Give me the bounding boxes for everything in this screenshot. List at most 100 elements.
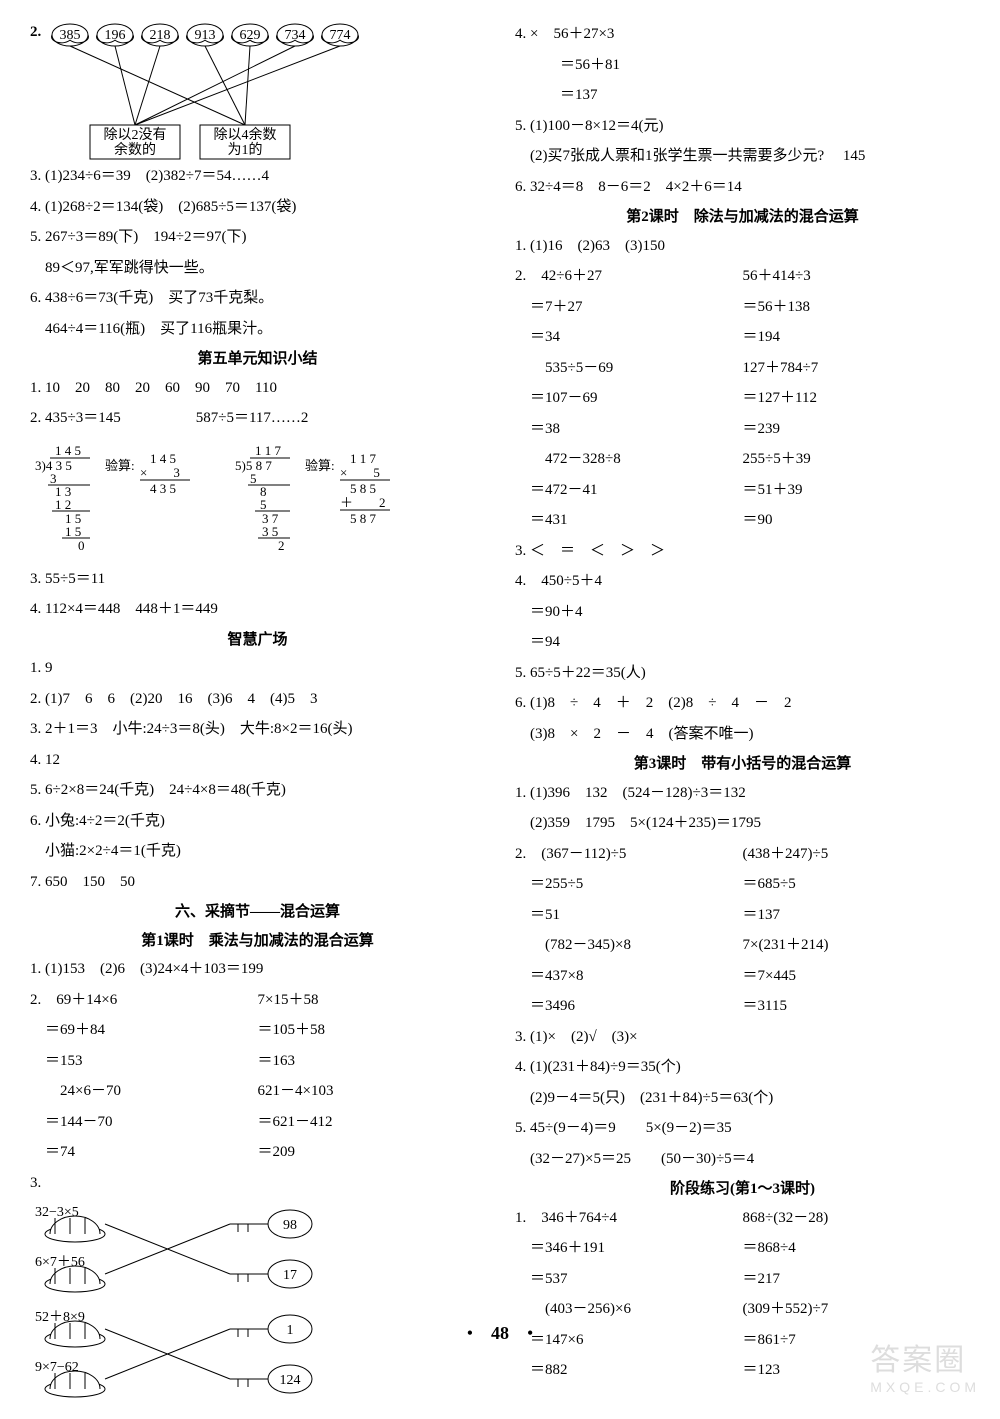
svg-text:1 1 7: 1 1 7	[255, 443, 282, 458]
q6a: 6. 438÷6＝73(千克) 买了73千克梨。	[30, 284, 485, 313]
z2: 2. (1)7 6 6 (2)20 16 (3)6 4 (4)5 3	[30, 685, 485, 714]
k1b: (2)359 1795 5×(124＋235)＝1795	[515, 809, 970, 838]
z6a: 6. 小兔:4÷2＝2(千克)	[30, 807, 485, 836]
m1: 1. (1)153 (2)6 (3)24×4＋103＝199	[30, 955, 485, 984]
calc-line: ＝194	[743, 323, 971, 352]
s1-2: 2. 435÷3＝145 587÷5＝117……2	[30, 404, 485, 433]
d4b: ＝90＋4	[515, 598, 970, 627]
svg-text:385: 385	[60, 28, 81, 43]
calc-line: ＝34	[515, 323, 743, 352]
s1-1: 1. 10 20 80 20 60 90 70 110	[30, 374, 485, 403]
calc-line: ＝69＋84	[30, 1016, 258, 1045]
q4: 4. (1)268÷2＝134(袋) (2)685÷5＝137(袋)	[30, 193, 485, 222]
calc-line: ＝105＋58	[258, 1016, 486, 1045]
calc-line: ＝239	[743, 415, 971, 444]
svg-text:913: 913	[195, 28, 216, 43]
svg-text:5 8 5: 5 8 5	[350, 481, 376, 496]
title-1: 第五单元知识小结	[30, 345, 485, 374]
d6b: (3)8 × 2 － 4 (答案不唯一)	[515, 720, 970, 749]
svg-text:5: 5	[250, 471, 257, 486]
k5b: (32－27)×5＝25 (50－30)÷5＝4	[515, 1145, 970, 1174]
calc-line: 255÷5＋39	[743, 445, 971, 474]
q3: 3. (1)234÷6＝39 (2)382÷7＝54……4	[30, 162, 485, 191]
svg-text:1 2: 1 2	[55, 497, 71, 512]
q2-num: 2.	[30, 24, 42, 40]
d5: 5. 65÷5＋22＝35(人)	[515, 659, 970, 688]
calc-line: ＝51	[515, 901, 743, 930]
d6a: 6. (1)8 ÷ 4 ＋ 2 (2)8 ÷ 4 － 2	[515, 689, 970, 718]
d4c: ＝94	[515, 628, 970, 657]
rtitle-3: 阶段练习(第1～3课时)	[515, 1175, 970, 1204]
svg-text:9×7−62: 9×7−62	[35, 1360, 79, 1375]
calc-line: ＝868÷4	[743, 1234, 971, 1263]
svg-text:734: 734	[285, 28, 306, 43]
svg-text:1 4 5: 1 4 5	[55, 443, 81, 458]
svg-text:1 4 5: 1 4 5	[150, 451, 176, 466]
calc-line: ＝685÷5	[743, 870, 971, 899]
right-column: 4. × 56＋27×3 ＝56＋81 ＝137 5. (1)100－8×12＝…	[515, 20, 970, 1409]
r5b: (2)买7张成人票和1张学生票一共需要多少元? 145	[515, 142, 970, 171]
calc-line: 868÷(32－28)	[743, 1204, 971, 1233]
calc-line: ＝163	[258, 1047, 486, 1076]
calc-line: ＝51＋39	[743, 476, 971, 505]
z6b: 小猫:2×2÷4＝1(千克)	[30, 837, 485, 866]
q2-box1-l1: 除以2没有	[104, 127, 167, 143]
calc-line: ＝7×445	[743, 962, 971, 991]
m3: 3.	[30, 1169, 485, 1198]
long-division: 1 4 5 3)4 3 5 3 1 3 1 2 1 5 1 5 0 验算: 1 …	[30, 435, 450, 565]
svg-text:1 1 7: 1 1 7	[350, 451, 377, 466]
q5b: 89＜97,军军跳得快一些。	[30, 254, 485, 283]
rtitle-2: 第3课时 带有小括号的混合运算	[515, 750, 970, 779]
d4a: 4. 450÷5＋4	[515, 567, 970, 596]
k3: 3. (1)× (2)√ (3)×	[515, 1023, 970, 1052]
z1: 1. 9	[30, 654, 485, 683]
left-column: 385196218913629734774 除以2没有 余数的 除以4余数 为1…	[30, 20, 485, 1409]
d2: 2. 42÷6＋27 ＝7＋27 ＝34 535÷5－69 ＝107－69 ＝3…	[515, 262, 970, 537]
q2: 385196218913629734774 除以2没有 余数的 除以4余数 为1…	[30, 20, 485, 160]
svg-text:验算:: 验算:	[305, 458, 335, 473]
calc-line: 1. 346＋764÷4	[515, 1204, 743, 1233]
calc-line: ＝437×8	[515, 962, 743, 991]
calc-line: 127＋784÷7	[743, 354, 971, 383]
k4a: 4. (1)(231＋84)÷9＝35(个)	[515, 1053, 970, 1082]
calc-line: 7×15＋58	[258, 986, 486, 1015]
calc-line: ＝209	[258, 1138, 486, 1167]
k5a: 5. 45÷(9－4)＝9 5×(9－2)＝35	[515, 1114, 970, 1143]
m2: 2. 69＋14×6 ＝69＋84 ＝153 24×6－70 ＝144－70 ＝…	[30, 986, 485, 1169]
page: 385196218913629734774 除以2没有 余数的 除以4余数 为1…	[0, 0, 1000, 1419]
svg-text:774: 774	[330, 28, 351, 43]
calc-line: ＝346＋191	[515, 1234, 743, 1263]
svg-text:98: 98	[283, 1218, 297, 1233]
svg-text:3 5: 3 5	[262, 524, 278, 539]
calc-line: ＝621－412	[258, 1108, 486, 1137]
calc-line: 2. (367－112)÷5	[515, 840, 743, 869]
calc-line: ＝472－41	[515, 476, 743, 505]
q2-box2-l2: 为1的	[228, 142, 263, 158]
calc-line: ＝217	[743, 1265, 971, 1294]
page-number: 48	[491, 1323, 509, 1343]
page-footer: • 48 •	[0, 1319, 1000, 1345]
calc-line: ＝144－70	[30, 1108, 258, 1137]
s1-4: 4. 112×4＝448 448＋1＝449	[30, 595, 485, 624]
svg-text:× 3: × 3	[140, 465, 180, 480]
calc-line: ＝90	[743, 506, 971, 535]
calc-line: 621－4×103	[258, 1077, 486, 1106]
q2-box1-l2: 余数的	[114, 141, 156, 158]
calc-line: ＝255÷5	[515, 870, 743, 899]
svg-text:17: 17	[283, 1268, 297, 1283]
calc-line: 2. 69＋14×6	[30, 986, 258, 1015]
svg-text:5 8 7: 5 8 7	[350, 511, 377, 526]
q2-box2-l1: 除以4余数	[214, 126, 277, 143]
q5a: 5. 267÷3＝89(下) 194÷2＝97(下)	[30, 223, 485, 252]
z4: 4. 12	[30, 746, 485, 775]
rtitle-1: 第2课时 除法与加减法的混合运算	[515, 203, 970, 232]
calc-line: 2. 42÷6＋27	[515, 262, 743, 291]
calc-line: ＝537	[515, 1265, 743, 1294]
watermark-bottom: MXQE.COM	[870, 1379, 980, 1395]
calc-line: ＝127＋112	[743, 384, 971, 413]
k1a: 1. (1)396 132 (524－128)÷3＝132	[515, 779, 970, 808]
svg-text:5: 5	[260, 497, 267, 512]
calc-line: ＝56＋138	[743, 293, 971, 322]
calc-line: ＝3115	[743, 992, 971, 1021]
svg-text:124: 124	[280, 1373, 301, 1388]
